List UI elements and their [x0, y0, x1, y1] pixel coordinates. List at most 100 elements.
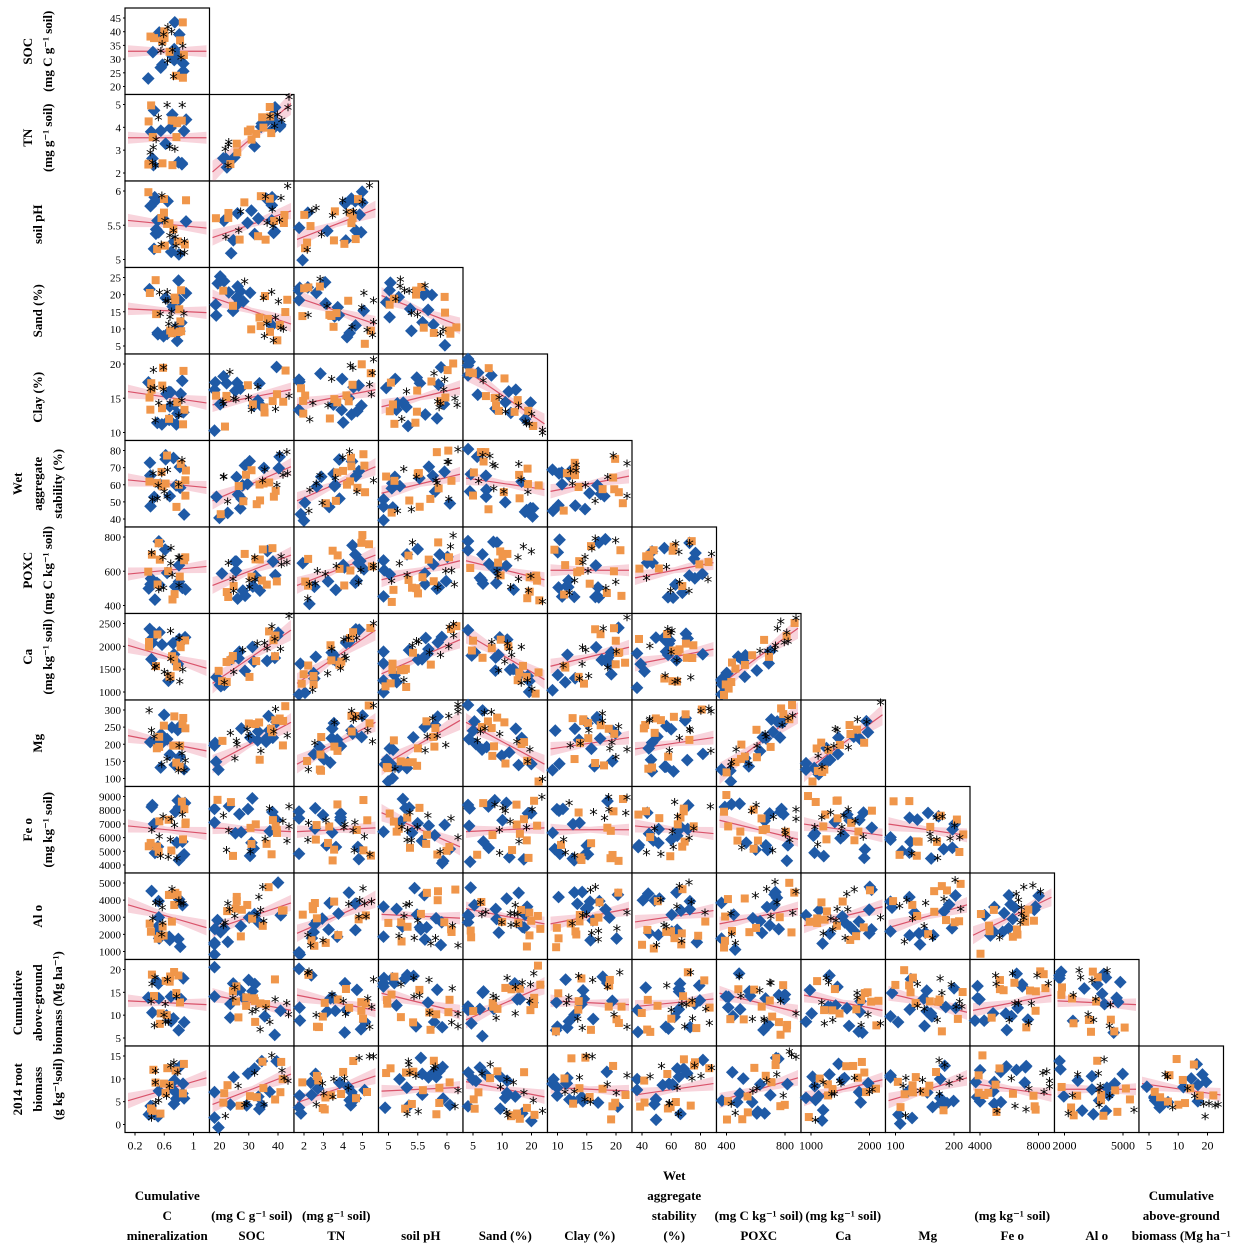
x-tick-label: 5.5 [410, 1139, 425, 1153]
point-orange [606, 854, 615, 863]
point-black: * [813, 838, 822, 858]
point-black: * [392, 292, 401, 312]
y-tick-label: 6 [116, 186, 122, 198]
point-black: * [407, 307, 416, 327]
point-black: * [304, 763, 313, 783]
y-label-line: TN [20, 128, 35, 147]
point-black: * [1027, 997, 1036, 1017]
point-blue [252, 212, 265, 225]
point-black: * [568, 477, 577, 497]
point-black: * [582, 1049, 591, 1069]
point-black: * [1095, 1098, 1104, 1118]
point-black: * [350, 844, 359, 864]
point-black: * [397, 413, 406, 433]
point-black: * [322, 814, 331, 834]
point-black: * [176, 675, 185, 695]
point-black: * [275, 447, 284, 467]
point-black: * [902, 1072, 911, 1092]
point-black: * [162, 1090, 171, 1110]
x-ticks-poxc: 400 800 [718, 1132, 794, 1153]
point-black: * [443, 456, 452, 476]
point-orange [168, 329, 177, 338]
point-black: * [454, 939, 463, 959]
point-orange [534, 668, 543, 677]
point-orange [849, 1061, 858, 1070]
panel-fe-vs-ca: ****** **** [800, 785, 887, 874]
y-tick-label: 10 [110, 324, 122, 336]
point-black: * [323, 300, 332, 320]
point-orange [163, 219, 172, 228]
point-blue [174, 387, 188, 401]
point-orange [384, 918, 393, 927]
point-black: * [340, 650, 349, 670]
y-tick-label: 5 [116, 1033, 122, 1045]
point-black: * [147, 1111, 156, 1131]
point-orange [723, 895, 732, 904]
point-black: * [1130, 1104, 1139, 1124]
point-orange [473, 850, 482, 859]
point-black: * [365, 378, 374, 398]
point-blue [147, 490, 161, 504]
point-black: * [611, 575, 620, 595]
y-axis-label-mg: Mg [30, 733, 45, 752]
x-tick-label: 800 [776, 1139, 794, 1153]
x-label-line: (mg kg⁻¹ soil) [974, 1208, 1050, 1223]
point-black: * [303, 244, 312, 264]
point-black: * [436, 397, 445, 417]
point-orange [641, 807, 650, 816]
point-black: * [396, 280, 405, 300]
point-black: * [657, 1060, 666, 1080]
point-orange [334, 931, 343, 940]
point-black: * [646, 1070, 655, 1090]
point-orange [694, 931, 703, 940]
x-axis-label-tn: (mg g⁻¹ soil)TN [302, 1208, 371, 1243]
point-orange [554, 934, 563, 943]
y-tick-label: 6000 [99, 833, 122, 845]
point-black: * [146, 146, 155, 166]
x-ticks-ca: 1000 2000 [799, 1132, 882, 1153]
point-black: * [425, 646, 434, 666]
point-black: * [756, 645, 765, 665]
point-orange [163, 451, 172, 460]
point-black: * [271, 993, 280, 1013]
panel-root-vs-ph: **** ****** [377, 1045, 464, 1134]
y-tick-label: 2 [116, 168, 122, 180]
point-black: * [623, 743, 632, 763]
point-orange [281, 702, 290, 711]
panel-al-vs-ph: ******** ** [377, 872, 464, 961]
point-orange [551, 1027, 560, 1036]
point-blue [209, 298, 223, 312]
point-black: * [229, 991, 238, 1011]
point-black: * [792, 885, 801, 905]
point-orange [251, 820, 260, 829]
point-orange [788, 701, 797, 709]
point-orange [385, 809, 394, 818]
point-orange [243, 381, 252, 390]
point-orange [179, 835, 188, 844]
point-black: * [175, 551, 184, 571]
point-orange [257, 576, 266, 585]
point-black: * [707, 1062, 716, 1082]
y-axis-label-al: Al o [30, 905, 45, 928]
point-black: * [656, 893, 665, 913]
point-black: * [367, 388, 376, 408]
point-black: * [903, 893, 912, 913]
point-black: * [665, 1097, 674, 1117]
y-axis-label-was: Wet aggregate stability (%) [10, 449, 65, 519]
point-blue [273, 120, 287, 133]
point-black: * [321, 568, 330, 588]
panel-root-vs-clay: ********** [546, 1045, 633, 1134]
point-black: * [440, 373, 449, 393]
x-tick-label: 10 [1172, 1139, 1184, 1153]
x-ticks-cum_c: 0.2 0.6 1 [128, 1132, 197, 1153]
point-black: * [349, 361, 358, 381]
point-black: * [156, 308, 165, 328]
point-orange [321, 499, 330, 508]
point-black: * [826, 806, 835, 826]
point-black: * [913, 977, 922, 997]
point-black: * [561, 846, 570, 866]
point-black: * [269, 220, 278, 240]
point-black: * [514, 908, 523, 928]
point-black: * [822, 972, 831, 992]
